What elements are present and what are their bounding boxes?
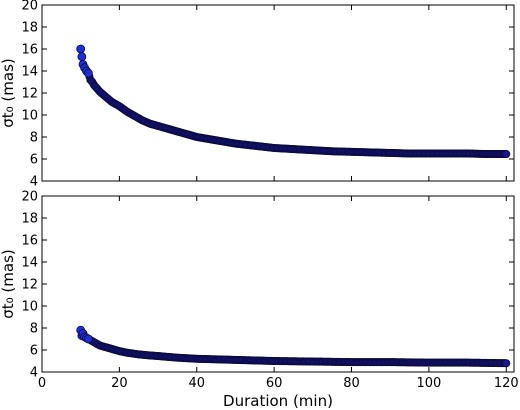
- top-ytick-label: 6: [30, 153, 38, 168]
- bottom-ytick-label: 10: [21, 300, 38, 315]
- top-series: [76, 44, 511, 159]
- top-ytick-label: 12: [21, 87, 38, 102]
- bottom-xtick-label: 20: [111, 376, 128, 391]
- bottom-ytick-label: 16: [21, 234, 38, 249]
- bottom-ytick-label: 4: [30, 366, 38, 381]
- bottom-ytick-label: 6: [30, 344, 38, 359]
- bottom-series: [76, 325, 511, 368]
- top-ylabel: σt₀ (mas): [0, 58, 17, 128]
- bottom-ytick-label: 8: [30, 322, 38, 337]
- bottom-ytick-label: 14: [21, 256, 38, 271]
- top-ytick-label: 16: [21, 43, 38, 58]
- bottom-xtick-label: 60: [266, 376, 283, 391]
- data-point: [502, 150, 511, 159]
- bottom-ytick-label: 12: [21, 278, 38, 293]
- top-ytick-label: 8: [30, 131, 38, 146]
- bottom-ylabel: σt₀ (mas): [0, 249, 17, 319]
- bottom-xtick-label: 120: [494, 376, 519, 391]
- x-axis-label: Duration (min): [223, 392, 333, 410]
- bottom-xtick-label: 80: [343, 376, 360, 391]
- top-panel: 4 6 8 10 12 14 16 18 20 σt₀ (mas): [0, 0, 515, 190]
- bottom-plot-frame: [41, 195, 515, 373]
- bottom-panel: 4 6 8 10 12 14 16 18 20 0 20 40 60 80 100 120 σt₀ (mas) D…: [0, 190, 519, 410]
- data-point: [77, 52, 87, 62]
- data-point: [76, 44, 86, 54]
- top-ytick-label: 4: [30, 175, 38, 190]
- top-ytick-label: 18: [21, 21, 38, 36]
- data-point: [502, 359, 511, 368]
- bottom-ytick-label: 18: [21, 212, 38, 227]
- bottom-xtick-label: 100: [416, 376, 441, 391]
- top-ytick-label: 20: [21, 0, 38, 14]
- data-point: [84, 334, 93, 344]
- top-ytick-label: 10: [21, 109, 38, 124]
- bottom-xtick-label: 0: [38, 376, 46, 391]
- data-point: [84, 68, 93, 78]
- top-ytick-label: 14: [21, 65, 38, 80]
- top-plot-frame: [41, 4, 515, 182]
- bottom-ytick-label: 20: [21, 190, 38, 205]
- bottom-xtick-label: 40: [188, 376, 205, 391]
